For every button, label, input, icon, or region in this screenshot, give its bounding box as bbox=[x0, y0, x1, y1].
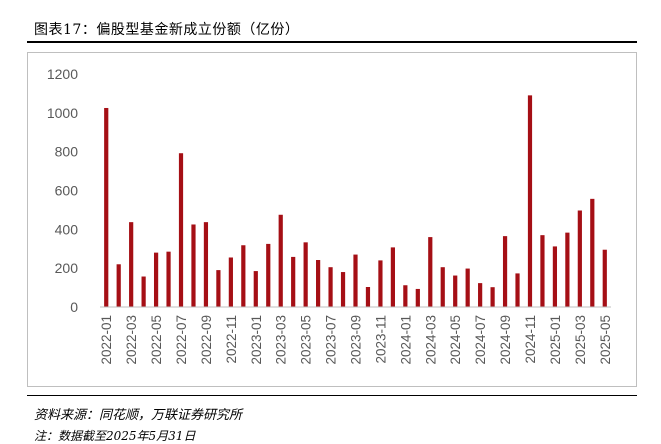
bar-2022-04 bbox=[141, 276, 146, 307]
x-tick-label: 2024-03 bbox=[423, 315, 438, 365]
bar-2023-08 bbox=[340, 272, 346, 307]
bar-2023-05 bbox=[303, 242, 308, 307]
bar-2022-09 bbox=[203, 222, 209, 307]
bar-2025-04 bbox=[590, 198, 595, 307]
x-tick-label: 2022-03 bbox=[124, 315, 139, 365]
bar-2024-06 bbox=[465, 268, 470, 307]
x-tick-label: 2023-05 bbox=[299, 315, 314, 365]
source-note: 资料来源：同花顺，万联证券研究所 bbox=[34, 408, 243, 423]
bar-2023-07 bbox=[328, 267, 333, 307]
bar-2022-08 bbox=[191, 224, 196, 307]
y-tick-label: 1200 bbox=[47, 66, 78, 82]
x-tick-label: 2025-01 bbox=[548, 315, 563, 365]
chart-frame: 0 200 400 600 800 1000 1200 2022-01 2022-03 2022… bbox=[27, 52, 637, 387]
bar-2023-02 bbox=[266, 243, 271, 307]
y-tick-label: 1000 bbox=[47, 105, 78, 121]
bar-2025-01 bbox=[552, 246, 558, 307]
bar-2025-05 bbox=[602, 249, 607, 307]
x-tick-label: 2023-09 bbox=[349, 315, 364, 365]
bar-2022-03 bbox=[129, 222, 134, 307]
bar-2022-06 bbox=[166, 251, 171, 307]
y-tick-label: 400 bbox=[55, 221, 79, 237]
bar-2022-11 bbox=[228, 257, 233, 307]
y-tick-label: 800 bbox=[55, 144, 79, 160]
bar-2024-05 bbox=[453, 275, 458, 307]
bar-2024-12 bbox=[540, 235, 545, 307]
bar-2023-01 bbox=[253, 271, 258, 307]
x-tick-label: 2023-03 bbox=[274, 315, 289, 365]
bar-2022-12 bbox=[241, 245, 246, 307]
bar-series bbox=[104, 95, 607, 307]
x-tick-label: 2024-09 bbox=[498, 315, 513, 365]
x-tick-label: 2022-09 bbox=[199, 315, 214, 365]
x-tick-label: 2025-05 bbox=[598, 315, 613, 365]
title-rule bbox=[27, 41, 637, 43]
bar-2024-08 bbox=[490, 287, 495, 307]
y-tick-label: 600 bbox=[55, 183, 79, 199]
bar-2023-12 bbox=[390, 247, 395, 307]
bar-2023-09 bbox=[353, 254, 358, 307]
bar-2023-03 bbox=[278, 214, 283, 307]
x-tick-label: 2025-03 bbox=[573, 315, 588, 365]
x-tick-label: 2023-07 bbox=[324, 315, 339, 365]
x-tick-label: 2024-11 bbox=[523, 315, 538, 364]
bar-2022-02 bbox=[116, 264, 121, 307]
bar-2023-04 bbox=[291, 256, 296, 307]
x-tick-label: 2024-05 bbox=[448, 315, 463, 365]
bar-2024-07 bbox=[478, 283, 483, 307]
bar-2024-11 bbox=[527, 95, 533, 307]
y-axis: 0 200 400 600 800 1000 1200 bbox=[47, 66, 78, 315]
bar-2024-03 bbox=[428, 237, 433, 307]
y-tick-label: 0 bbox=[70, 299, 78, 315]
bar-2022-05 bbox=[153, 252, 159, 307]
bar-2024-10 bbox=[515, 273, 520, 307]
bar-2022-07 bbox=[178, 153, 184, 307]
bar-2022-10 bbox=[216, 270, 221, 307]
x-tick-label: 2022-11 bbox=[224, 315, 239, 364]
bar-2024-09 bbox=[502, 236, 508, 307]
bar-2023-11 bbox=[378, 260, 383, 307]
x-tick-label: 2022-07 bbox=[174, 315, 189, 365]
x-tick-label: 2024-01 bbox=[398, 315, 413, 365]
bar-2024-04 bbox=[440, 267, 445, 307]
chart-title: 图表17：偏股型基金新成立份额（亿份） bbox=[34, 22, 300, 38]
footer-rule bbox=[27, 395, 637, 396]
bar-2024-01 bbox=[403, 285, 408, 307]
bar-2024-02 bbox=[415, 288, 420, 307]
bar-2023-06 bbox=[316, 260, 321, 307]
x-tick-label: 2023-01 bbox=[249, 315, 264, 365]
x-tick-label: 2023-11 bbox=[373, 315, 388, 364]
y-tick-label: 200 bbox=[55, 260, 79, 276]
bar-2025-03 bbox=[577, 210, 582, 307]
x-tick-label: 2024-07 bbox=[473, 315, 488, 365]
x-tick-label: 2022-05 bbox=[149, 315, 164, 365]
bar-2025-02 bbox=[565, 232, 570, 307]
bar-2022-01 bbox=[104, 107, 109, 307]
x-axis: 2022-01 2022-03 2022-05 2022-07 2022-09 2022-… bbox=[99, 315, 613, 365]
bar-2023-10 bbox=[365, 287, 371, 307]
x-tick-label: 2022-01 bbox=[99, 315, 114, 365]
